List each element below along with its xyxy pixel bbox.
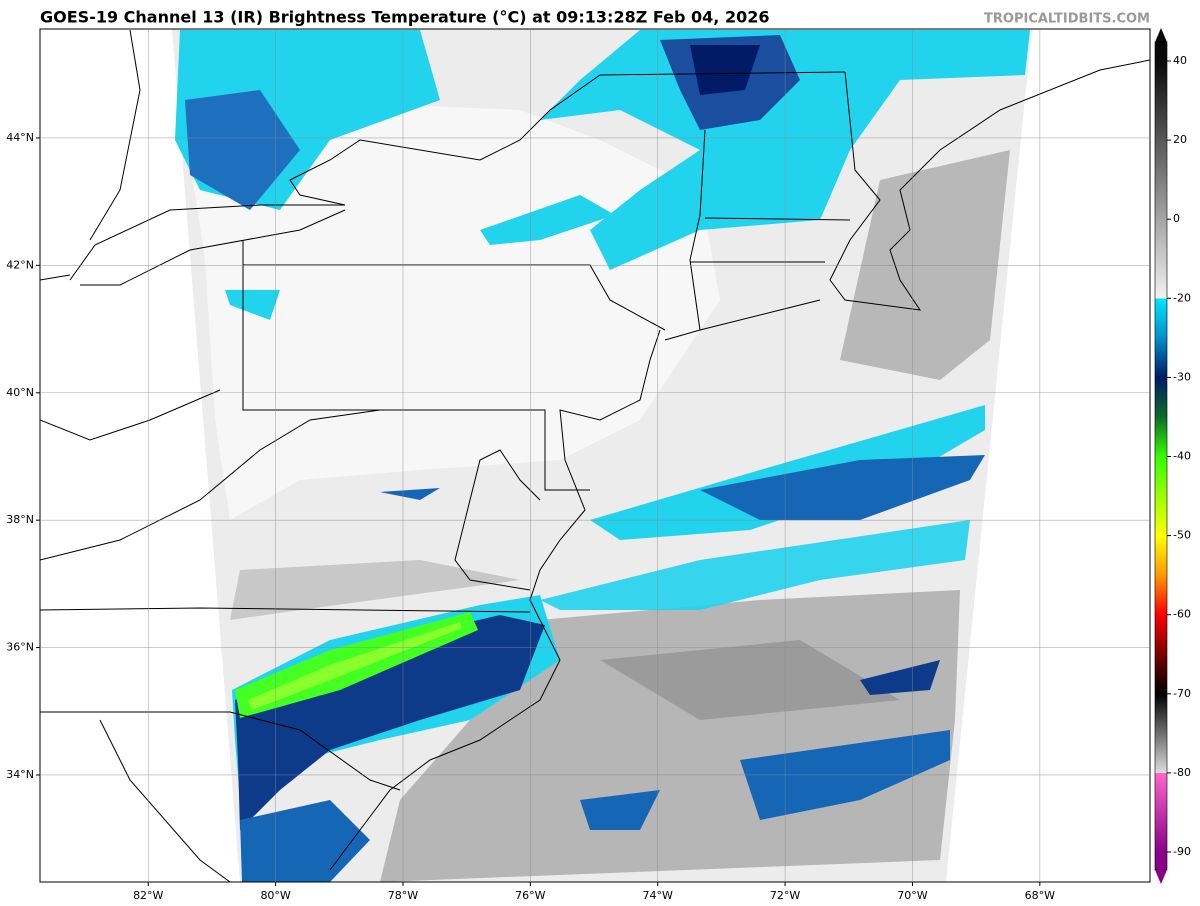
colorbar-tick-label: -60 xyxy=(1173,608,1191,621)
map-area xyxy=(40,29,1150,882)
colorbar-tick-label: 0 xyxy=(1173,212,1180,225)
colorbar-tick-label: -30 xyxy=(1173,370,1191,383)
colorbar-tick-label: 20 xyxy=(1173,133,1187,146)
colorbar-tick-label: -70 xyxy=(1173,687,1191,700)
credit: TROPICALTIDBITS.COM xyxy=(984,12,1150,27)
graticule: 82°W 80°W 78°W 76°W 74°W 72°W 70°W 68°W 44°N 42°N… xyxy=(6,29,1150,902)
colorbar xyxy=(1154,41,1168,871)
lon-tick-label: 70°W xyxy=(897,889,927,902)
lat-tick-label: 38°N xyxy=(6,513,34,526)
lon-tick-label: 80°W xyxy=(260,889,290,902)
lon-tick-label: 74°W xyxy=(643,889,673,902)
lat-tick-label: 44°N xyxy=(6,131,34,144)
colorbar-bottom-arrow xyxy=(1155,870,1167,884)
lon-tick-label: 82°W xyxy=(133,889,163,902)
lon-tick-label: 68°W xyxy=(1025,889,1055,902)
lon-tick-label: 72°W xyxy=(770,889,800,902)
colorbar-tick-label: -90 xyxy=(1173,845,1191,858)
lat-tick-label: 36°N xyxy=(6,641,34,654)
lat-tick-label: 42°N xyxy=(6,258,34,271)
lat-tick-label: 40°N xyxy=(6,386,34,399)
lon-tick-label: 76°W xyxy=(515,889,545,902)
lon-tick-label: 78°W xyxy=(388,889,418,902)
colorbar-tick-label: -80 xyxy=(1173,766,1191,779)
colorbar-top-arrow xyxy=(1155,28,1167,42)
title: GOES-19 Channel 13 (IR) Brightness Tempe… xyxy=(40,8,769,27)
colorbar-tick-label: 40 xyxy=(1173,54,1187,67)
colorbar-tick-label: -20 xyxy=(1173,291,1191,304)
colorbar-tick-label: -50 xyxy=(1173,529,1191,542)
lat-tick-label: 34°N xyxy=(6,768,34,781)
colorbar-tick-label: -40 xyxy=(1173,450,1191,463)
